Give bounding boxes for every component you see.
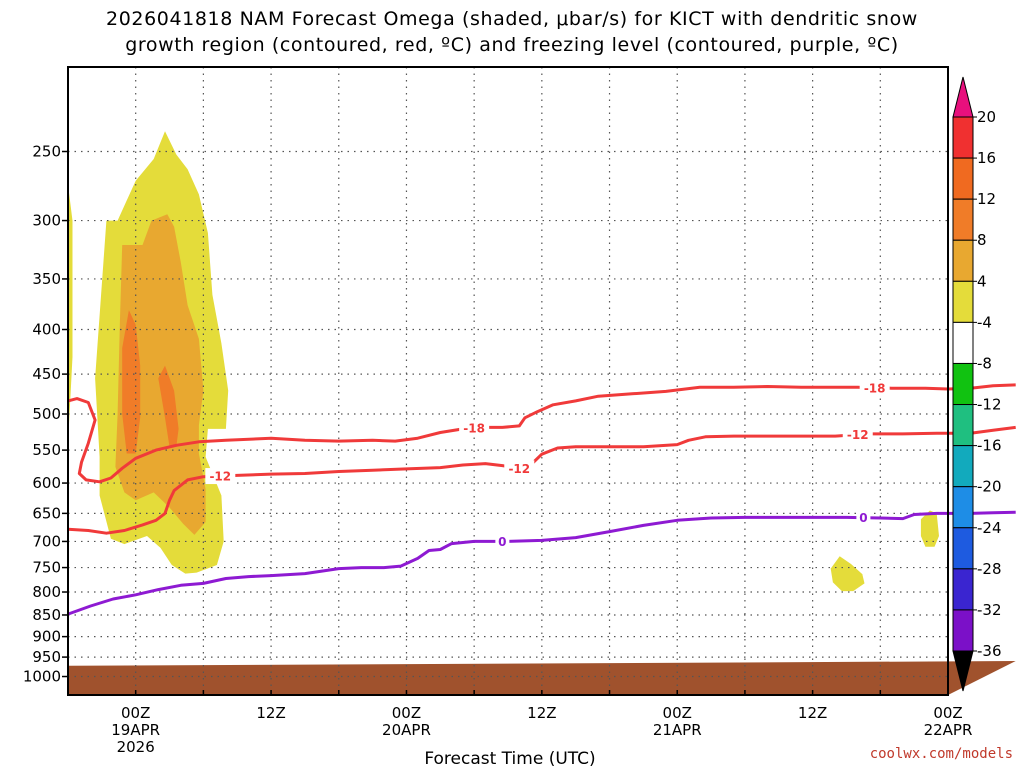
colorbar-label-6: -8 — [977, 354, 992, 372]
y-tick-label-850: 850 — [32, 606, 61, 624]
freezing-level-label-bg-0 — [495, 533, 510, 550]
y-tick-label-350: 350 — [32, 270, 61, 288]
y-tick-label-300: 300 — [32, 212, 61, 230]
y-axis: 250 300 350 400 450 500 550 600 650 700 750 800 850 9… — [23, 143, 68, 686]
dgz-top-label-bg-0 — [459, 420, 490, 437]
dgz-bottom-label-0: -12 — [209, 470, 231, 484]
dgz-bottom-label-bg-0 — [205, 468, 236, 485]
colorbar-swatch-8 — [952, 445, 974, 488]
y-tick-label-650: 650 — [32, 504, 61, 522]
colorbar-swatch-12 — [952, 609, 974, 652]
colorbar-swatch-9 — [952, 486, 974, 529]
x-tick-label-72-1: 22APR — [924, 721, 973, 739]
colorbar-label-2: 12 — [977, 190, 996, 208]
x-tick-label-0-0: 00Z — [121, 704, 150, 722]
y-tick-label-250: 250 — [32, 143, 61, 161]
chart-title: 2026041818 NAM Forecast Omega (shaded, μ… — [106, 8, 918, 56]
x-tick-label-12-0: 12Z — [256, 704, 285, 722]
freezing-level-label-1: 0 — [859, 511, 867, 525]
dgz-top-label-0: -18 — [463, 422, 485, 436]
y-tick-label-800: 800 — [32, 583, 61, 601]
colorbar-label-9: -20 — [977, 478, 1002, 496]
x-tick-label-72-0: 00Z — [933, 704, 962, 722]
dgz-top-contour — [67, 383, 1016, 484]
credit-text: coolwx.com/models — [870, 746, 1013, 762]
omega-shade-3 — [122, 310, 141, 454]
x-tick-label-0-2: 2026 — [117, 738, 155, 756]
y-tick-label-400: 400 — [32, 321, 61, 339]
dgz-top-label-bg-1 — [859, 379, 890, 396]
omega-shade-0 — [68, 184, 73, 444]
colorbar: 20 16 12 8 4 -4 -8 -12 -16 -20 -24 -28 -32 -36 — [952, 76, 1002, 692]
freezing-level-label-bg-1 — [856, 509, 871, 526]
y-tick-label-900: 900 — [32, 628, 61, 646]
freezing-level-contour — [67, 510, 1016, 616]
y-tick-label-550: 550 — [32, 441, 61, 459]
colorbar-swatch-7 — [952, 404, 974, 447]
dgz-bottom-label-bg-1 — [504, 460, 535, 477]
colorbar-swatch-1 — [952, 157, 974, 200]
y-tick-label-950: 950 — [32, 648, 61, 666]
x-tick-label-24-0: 00Z — [392, 704, 421, 722]
x-tick-label-48-1: 21APR — [653, 721, 702, 739]
colorbar-swatch-11 — [952, 568, 974, 611]
x-tick-label-0-1: 19APR — [111, 721, 160, 739]
y-tick-label-1000: 1000 — [23, 668, 61, 686]
colorbar-swatch-4 — [952, 280, 974, 323]
grid-layer — [68, 67, 949, 695]
omega-shade-6 — [920, 510, 939, 547]
x-axis-title: Forecast Time (UTC) — [424, 749, 595, 768]
dgz-bottom-label-2: -12 — [847, 428, 869, 442]
omega-shade-5 — [830, 556, 865, 592]
y-tick-label-600: 600 — [32, 474, 61, 492]
colorbar-swatch-5 — [952, 321, 974, 364]
plot-frame — [67, 66, 949, 696]
colorbar-swatch-0 — [952, 116, 974, 159]
contour-layer: -18 -18 -12 -12 -12 0 0 — [67, 379, 1016, 616]
y-tick-label-450: 450 — [32, 365, 61, 383]
x-tick-label-36-0: 12Z — [527, 704, 556, 722]
x-tick-label-24-1: 20APR — [382, 721, 431, 739]
colorbar-label-12: -32 — [977, 601, 1002, 619]
colorbar-label-13: -36 — [977, 642, 1002, 660]
y-tick-label-750: 750 — [32, 559, 61, 577]
colorbar-bottom-arrow — [952, 650, 974, 692]
dgz-bottom-contour — [67, 425, 1016, 535]
x-tick-label-48-0: 00Z — [663, 704, 692, 722]
colorbar-top-arrow — [952, 76, 974, 118]
colorbar-label-3: 8 — [977, 231, 987, 249]
colorbar-label-0: 20 — [977, 108, 996, 126]
x-tick-label-60-0: 12Z — [798, 704, 827, 722]
colorbar-swatch-2 — [952, 198, 974, 241]
colorbar-label-11: -28 — [977, 560, 1002, 578]
colorbar-swatch-6 — [952, 362, 974, 406]
colorbar-label-10: -24 — [977, 519, 1002, 537]
colorbar-label-7: -12 — [977, 396, 1002, 414]
dgz-top-label-1: -18 — [864, 381, 886, 395]
y-tick-label-500: 500 — [32, 405, 61, 423]
colorbar-swatch-3 — [952, 239, 974, 282]
colorbar-swatch-10 — [952, 527, 974, 570]
colorbar-label-1: 16 — [977, 149, 996, 167]
omega-shade-4 — [158, 365, 179, 447]
title-line-1: 2026041818 NAM Forecast Omega (shaded, μ… — [106, 8, 918, 30]
freezing-level-label-0: 0 — [498, 535, 506, 549]
y-tick-label-700: 700 — [32, 532, 61, 550]
dgz-bottom-label-bg-2 — [842, 426, 873, 443]
title-line-2: growth region (contoured, red, ºC) and f… — [125, 34, 899, 56]
colorbar-label-4: 4 — [977, 272, 987, 290]
colorbar-label-5: -4 — [977, 313, 992, 331]
dgz-bottom-label-1: -12 — [508, 462, 530, 476]
colorbar-label-8: -16 — [977, 437, 1002, 455]
